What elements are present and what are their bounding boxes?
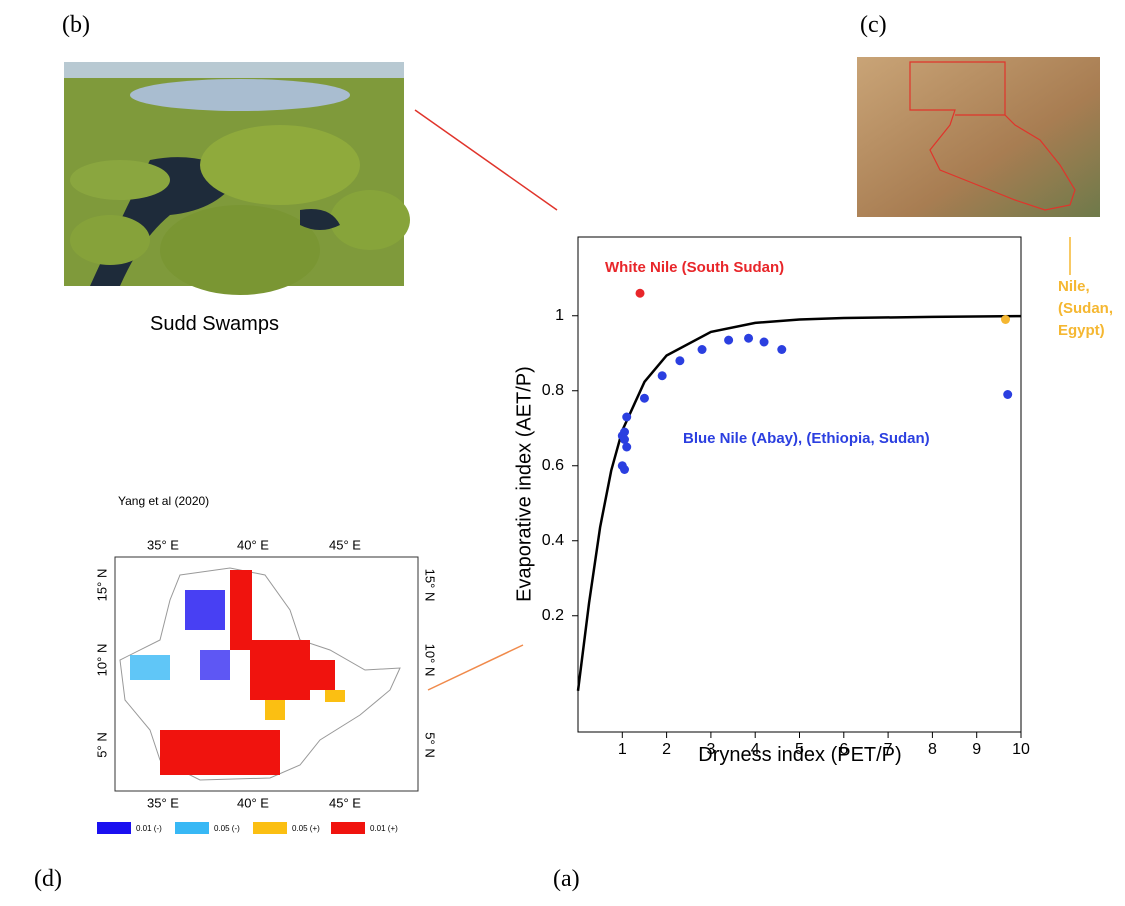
legend-label: 0.05 (+) (292, 824, 320, 833)
point (620, 435, 630, 444)
panel-label: (c) (860, 12, 887, 38)
satellite-map (857, 57, 1100, 217)
point (759, 337, 769, 347)
legend-swatch (175, 822, 209, 834)
lat-label: 10° N (94, 644, 109, 677)
y-tick-label: 0.8 (542, 382, 564, 399)
x-tick-label: 2 (662, 741, 671, 758)
point (622, 412, 632, 422)
y-tick-label: 0.6 (542, 457, 564, 474)
legend-swatch (97, 822, 131, 834)
lon-label: 40° E (237, 537, 269, 552)
y-tick-label: 0.4 (542, 532, 564, 549)
legend-label: 0.01 (-) (136, 824, 162, 833)
point (1000, 315, 1010, 324)
lat-label: 10° N (423, 644, 438, 677)
y-tick-label: 0.2 (542, 607, 564, 624)
point (657, 371, 667, 381)
lat-label: 5° N (94, 732, 109, 757)
panel-label: (a) (553, 866, 580, 892)
annotation: White Nile (South Sudan) (605, 259, 784, 276)
point (635, 288, 645, 298)
source-note: Yang et al (2020) (118, 494, 210, 508)
point (697, 345, 707, 354)
lon-label: 40° E (237, 795, 269, 810)
x-tick-label: 10 (1012, 741, 1030, 758)
point (639, 393, 649, 403)
plot-frame (577, 236, 1022, 733)
legend-swatch (331, 822, 365, 834)
legend-label: 0.05 (-) (214, 824, 240, 833)
legend-label: 0.01 (+) (370, 824, 398, 833)
x-tick-label: 9 (972, 741, 981, 758)
lon-label: 35° E (147, 537, 179, 552)
connector (414, 109, 558, 211)
lon-label: 35° E (147, 795, 179, 810)
legend-swatch (253, 822, 287, 834)
x-tick-label: 8 (928, 741, 937, 758)
annotation: Nile, (Sudan, Egypt) (1058, 278, 1113, 339)
y-axis-label: Evaporative index (AET/P) (513, 366, 535, 602)
photo-caption: Sudd Swamps (150, 313, 279, 335)
point (620, 465, 630, 474)
x-axis-label: Dryness index (PET/P) (698, 744, 901, 766)
x-tick-label: 4 (751, 741, 760, 758)
trend-map (114, 556, 419, 792)
x-tick-label: 6 (839, 741, 848, 758)
point (675, 356, 685, 366)
panel-label: (d) (34, 866, 62, 892)
x-tick-label: 5 (795, 741, 804, 758)
lat-label: 15° N (423, 569, 438, 602)
panel-label: (b) (62, 12, 90, 38)
lat-label: 5° N (423, 732, 438, 757)
y-tick-label: 1 (555, 307, 564, 324)
swamp-photo (64, 62, 410, 295)
x-tick-label: 3 (706, 741, 715, 758)
lon-label: 45° E (329, 795, 361, 810)
x-tick-label: 7 (884, 741, 893, 758)
budyko-curve (576, 314, 1022, 691)
lat-label: 15° N (94, 569, 109, 602)
point (1003, 390, 1013, 399)
point (724, 335, 734, 345)
annotation: Blue Nile (Abay), (Ethiopia, Sudan) (683, 430, 930, 447)
point (620, 427, 630, 437)
connector (427, 644, 524, 691)
lon-label: 45° E (329, 537, 361, 552)
point (622, 442, 632, 452)
point (744, 333, 754, 343)
point (777, 345, 787, 354)
x-tick-label: 1 (618, 741, 627, 758)
